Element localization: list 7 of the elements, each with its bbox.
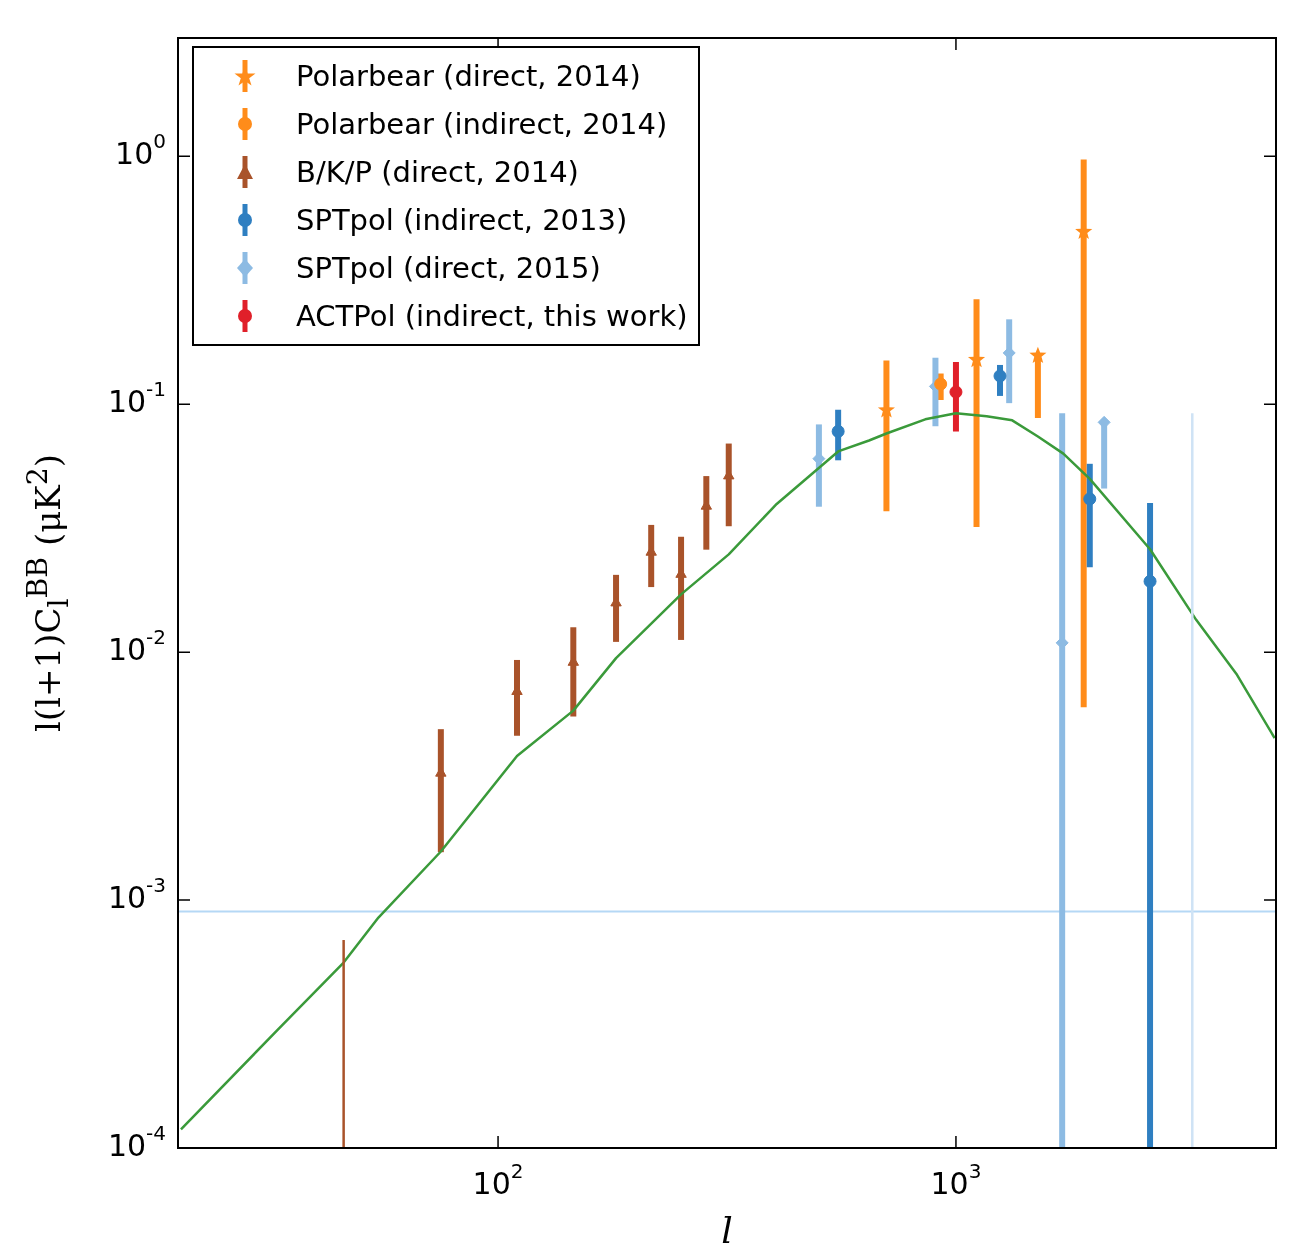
legend-label: SPTpol (direct, 2015) — [296, 251, 601, 285]
legend-label: Polarbear (indirect, 2014) — [296, 107, 668, 141]
x-axis-title: l — [721, 1210, 733, 1246]
legend-label: ACTPol (indirect, this work) — [296, 299, 688, 333]
legend-label: Polarbear (direct, 2014) — [296, 59, 641, 93]
legend-label: B/K/P (direct, 2014) — [296, 155, 579, 189]
legend-label: SPTpol (indirect, 2013) — [296, 203, 628, 237]
